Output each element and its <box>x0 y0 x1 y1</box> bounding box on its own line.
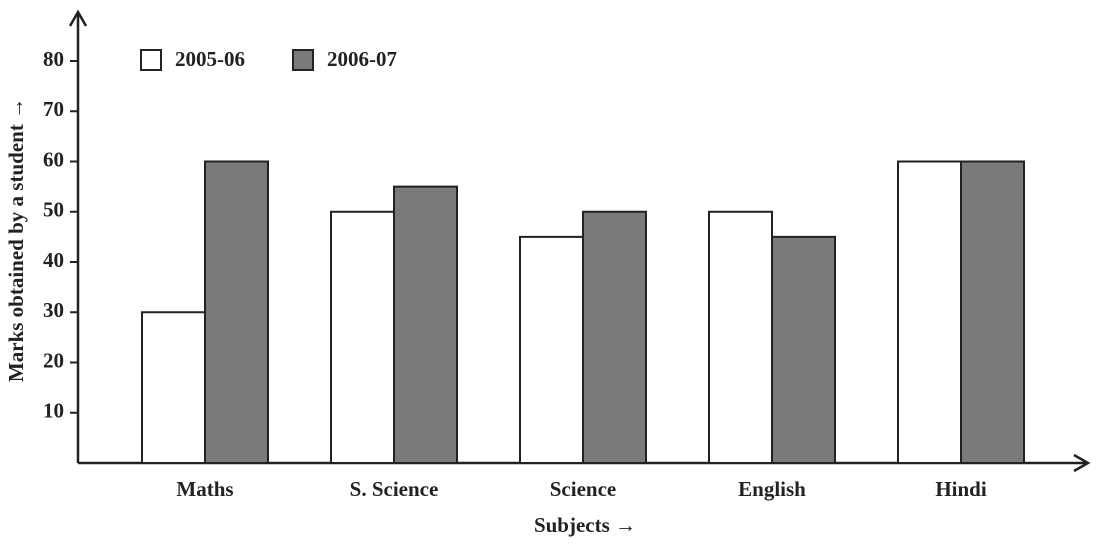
x-tick-label: English <box>738 477 806 501</box>
y-tick-label: 80 <box>43 47 64 71</box>
x-tick-label: Maths <box>176 477 233 501</box>
y-axis-arrow <box>68 9 88 27</box>
y-tick-label: 10 <box>43 399 64 423</box>
x-tick-label: Science <box>550 477 616 501</box>
y-tick-label: 20 <box>43 348 64 372</box>
legend-swatch <box>292 49 314 71</box>
legend-swatch <box>140 49 162 71</box>
y-tick-label: 60 <box>43 147 64 171</box>
bar <box>393 185 458 464</box>
x-axis-arrow <box>1073 453 1091 473</box>
bar <box>141 311 206 464</box>
legend-label: 2005-06 <box>175 47 245 71</box>
legend-label: 2006-07 <box>327 47 397 71</box>
bar <box>519 235 584 464</box>
bar <box>204 160 269 464</box>
bar <box>582 210 647 464</box>
y-tick-label: 70 <box>43 97 64 121</box>
bar <box>897 160 962 464</box>
y-tick-label: 40 <box>43 248 64 272</box>
bar <box>960 160 1025 464</box>
bar <box>771 235 836 464</box>
y-tick-label: 30 <box>43 298 64 322</box>
bar <box>708 210 773 464</box>
y-tick-label: 50 <box>43 198 64 222</box>
bar <box>330 210 395 464</box>
x-tick-label: Hindi <box>935 477 987 501</box>
x-axis-label: Subjects → <box>534 513 636 537</box>
x-tick-label: S. Science <box>350 477 439 501</box>
y-axis-label: Marks obtained by a student → <box>4 98 28 382</box>
